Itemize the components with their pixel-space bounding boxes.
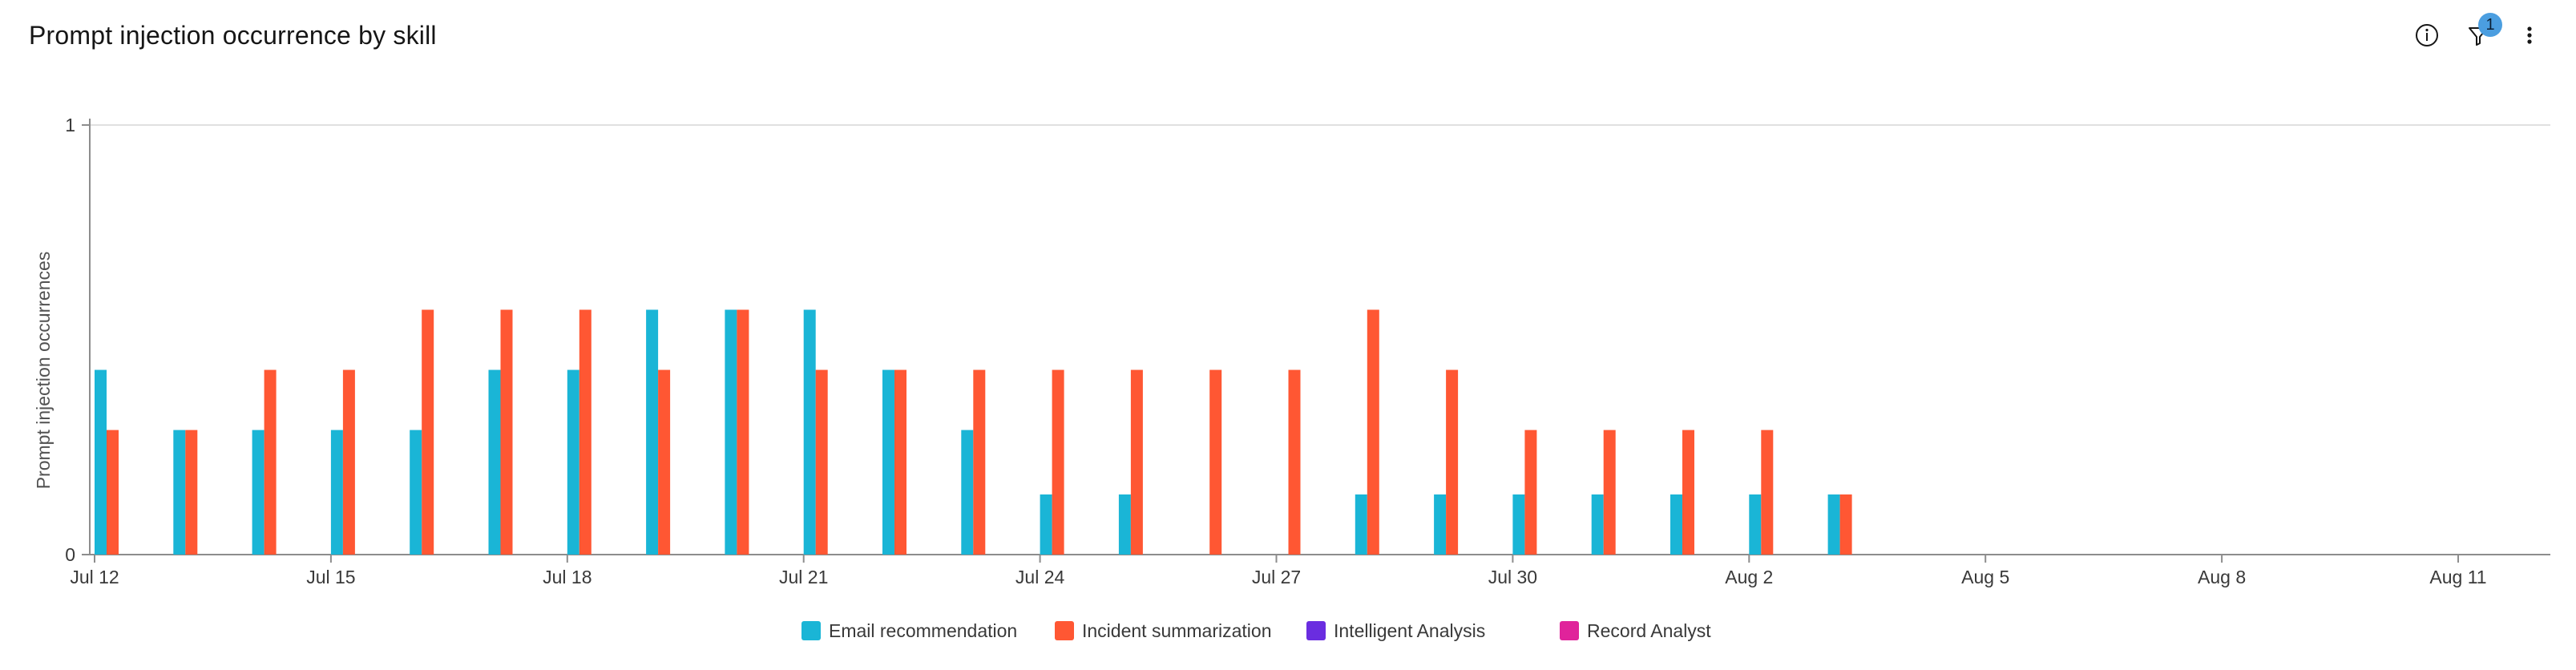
bar [1367, 309, 1379, 555]
x-tick-label: Jul 27 [1252, 567, 1301, 587]
bar [1682, 430, 1694, 555]
bar [1839, 494, 1852, 555]
x-tick-label: Aug 2 [1725, 567, 1773, 587]
bar [342, 369, 355, 555]
bar [1118, 494, 1131, 555]
legend-item[interactable]: Email recommendation [801, 619, 1017, 643]
bar-chart: 0 1 Prompt injection occurrences Jul 12 Jul … [33, 115, 2550, 587]
bar [1603, 430, 1616, 555]
bar [173, 430, 186, 555]
chart-legend: Email recommendation Incident summarizati… [0, 619, 2576, 643]
bar [567, 369, 579, 555]
bar [1040, 494, 1052, 555]
legend-label: Email recommendation [829, 620, 1018, 641]
overflow-menu-vertical-icon[interactable] [2513, 19, 2546, 51]
legend-label: Record Analyst [1587, 620, 1711, 641]
bar [410, 430, 422, 555]
y-axis-label: Prompt injection occurrences [33, 252, 54, 490]
bar [1052, 369, 1064, 555]
bar [1827, 494, 1840, 555]
x-tick-label: Jul 15 [306, 567, 355, 587]
legend-label: Intelligent Analysis [1334, 620, 1486, 641]
bar [658, 369, 671, 555]
bar [646, 309, 659, 555]
info-icon[interactable] [2411, 19, 2443, 51]
bar [1209, 369, 1222, 555]
legend-item[interactable]: Incident summarization [1055, 619, 1272, 643]
bar [500, 309, 513, 555]
x-tick-label: Aug 5 [1961, 567, 2009, 587]
x-tick-label: Jul 30 [1488, 567, 1537, 587]
bar [95, 369, 107, 555]
x-tick-label: Jul 21 [779, 567, 828, 587]
bar [1355, 494, 1367, 555]
x-tick-label: Aug 8 [2198, 567, 2246, 587]
bar [422, 309, 434, 555]
bar [894, 369, 906, 555]
bar [264, 369, 277, 555]
bar [815, 369, 828, 555]
bar [579, 309, 592, 555]
x-tick-label: Aug 11 [2429, 567, 2486, 587]
bar [1749, 494, 1762, 555]
bar [1288, 369, 1301, 555]
legend-swatch [1560, 621, 1579, 640]
bar [252, 430, 264, 555]
bar [1591, 494, 1604, 555]
legend-swatch [1055, 621, 1074, 640]
legend-item[interactable]: Record Analyst [1560, 619, 1711, 643]
bar [961, 430, 974, 555]
bar [1130, 369, 1143, 555]
x-tick-label: Jul 24 [1015, 567, 1065, 587]
bar [1434, 494, 1447, 555]
bar [803, 309, 816, 555]
bar [107, 430, 119, 555]
y-tick-label: 1 [65, 115, 75, 135]
y-tick-label: 0 [65, 544, 75, 565]
bar [1670, 494, 1682, 555]
bar [330, 430, 343, 555]
filter-count-badge: 1 [2478, 13, 2502, 37]
bar [1524, 430, 1537, 555]
bar [1761, 430, 1774, 555]
bar [882, 369, 894, 555]
bar [185, 430, 198, 555]
x-tick-label: Jul 12 [70, 567, 119, 587]
legend-swatch [801, 621, 821, 640]
bar [1446, 369, 1459, 555]
legend-swatch [1306, 621, 1326, 640]
legend-item[interactable]: Intelligent Analysis [1306, 619, 1485, 643]
bar [973, 369, 986, 555]
bar [488, 369, 501, 555]
legend-label: Incident summarization [1082, 620, 1272, 641]
bar [725, 309, 737, 555]
x-tick-label: Jul 18 [543, 567, 592, 587]
chart-title: Prompt injection occurrence by skill [29, 21, 437, 50]
bar [737, 309, 749, 555]
bar [1512, 494, 1525, 555]
